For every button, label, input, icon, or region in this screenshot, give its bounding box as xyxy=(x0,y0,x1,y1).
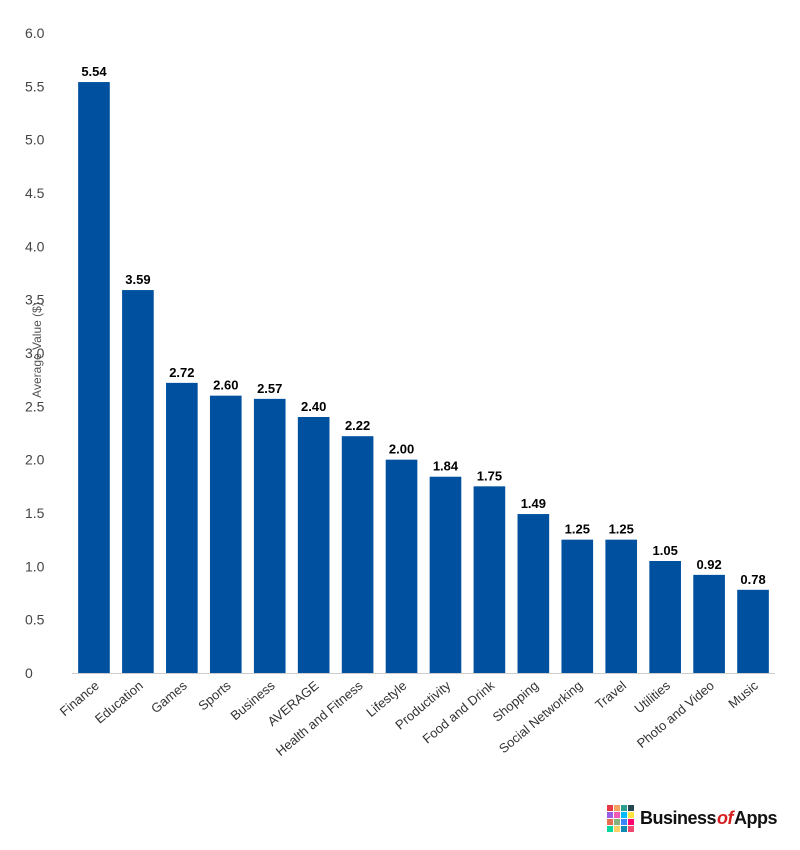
logo-square xyxy=(621,819,627,825)
x-tick-label: Photo and Video xyxy=(634,678,717,751)
logo-square xyxy=(614,812,620,818)
data-label: 2.00 xyxy=(389,442,414,457)
logo-square xyxy=(628,826,634,832)
logo-square xyxy=(607,826,613,832)
bar xyxy=(78,82,110,674)
logo-square xyxy=(607,805,613,811)
logo-square xyxy=(614,826,620,832)
y-tick-label: 1.5 xyxy=(25,505,45,521)
businessofapps-logo: BusinessofApps xyxy=(607,805,778,832)
logo-mosaic-icon xyxy=(607,805,634,832)
logo-square xyxy=(621,805,627,811)
logo-wordmark: BusinessofApps xyxy=(640,808,778,829)
y-axis-label: Average Value ($) xyxy=(30,302,44,398)
logo-square xyxy=(607,812,613,818)
data-label: 1.25 xyxy=(609,522,634,537)
x-tick-label: Games xyxy=(148,677,190,716)
data-label: 2.60 xyxy=(213,378,238,393)
x-tick-label: Travel xyxy=(592,678,629,712)
x-tick-label: Sports xyxy=(195,677,234,713)
bar xyxy=(473,486,506,673)
y-tick-label: 1.0 xyxy=(25,558,45,574)
y-tick-label: 3.0 xyxy=(25,345,45,361)
bar xyxy=(517,514,550,673)
data-label: 2.40 xyxy=(301,399,326,414)
data-label: 1.49 xyxy=(521,496,546,511)
logo-text-of: of xyxy=(717,808,734,828)
data-label: 2.22 xyxy=(345,418,370,433)
y-tick-label: 6.0 xyxy=(25,25,45,41)
logo-square xyxy=(614,805,620,811)
logo-square xyxy=(628,819,634,825)
logo-square xyxy=(628,812,634,818)
bar xyxy=(649,561,681,673)
data-label: 1.84 xyxy=(433,459,459,474)
y-tick-label: 4.0 xyxy=(25,238,45,254)
y-tick-label: 4.5 xyxy=(25,185,45,201)
data-label: 2.57 xyxy=(257,381,282,396)
logo-square xyxy=(621,812,627,818)
bar xyxy=(122,290,154,673)
data-label: 1.05 xyxy=(653,543,678,558)
bar xyxy=(209,395,242,673)
data-labels: 5.54 3.59 2.72 2.60 2.57 2.40 2.22 2.00 1.84 1.75… xyxy=(81,64,765,587)
x-tick-label: Education xyxy=(92,678,146,727)
data-label: 5.54 xyxy=(81,64,107,79)
bar xyxy=(297,417,330,673)
logo-square xyxy=(628,805,634,811)
y-tick-label: 5.5 xyxy=(25,78,45,94)
y-tick-label: 0 xyxy=(25,665,33,681)
bar xyxy=(693,574,725,673)
bar xyxy=(341,436,374,673)
data-label: 1.75 xyxy=(477,468,502,483)
y-axis-ticks: 0 0.5 1.0 1.5 2.0 2.5 3.0 3.5 4.0 4.5 5.0 5.5 6.0 xyxy=(25,25,45,681)
data-label: 1.25 xyxy=(565,522,590,537)
logo-text-business: Business xyxy=(640,808,717,828)
logo-square xyxy=(621,826,627,832)
bar xyxy=(253,398,286,673)
y-tick-label: 2.0 xyxy=(25,452,45,468)
bar xyxy=(561,539,594,673)
bar xyxy=(166,382,198,673)
data-label: 3.59 xyxy=(125,272,150,287)
y-tick-label: 3.5 xyxy=(25,292,45,308)
bars xyxy=(78,82,769,674)
data-label: 0.92 xyxy=(696,557,721,572)
bar xyxy=(385,459,418,673)
logo-text-apps: Apps xyxy=(734,808,778,828)
x-tick-label: Music xyxy=(725,677,761,711)
bar xyxy=(605,539,638,673)
data-label: 0.78 xyxy=(740,572,765,587)
y-tick-label: 5.0 xyxy=(25,132,45,148)
logo-square xyxy=(614,819,620,825)
bar xyxy=(429,476,462,673)
y-tick-label: 2.5 xyxy=(25,398,45,414)
logo-square xyxy=(607,819,613,825)
data-label: 2.72 xyxy=(169,365,194,380)
bar xyxy=(737,589,769,673)
y-tick-label: 0.5 xyxy=(25,612,45,628)
